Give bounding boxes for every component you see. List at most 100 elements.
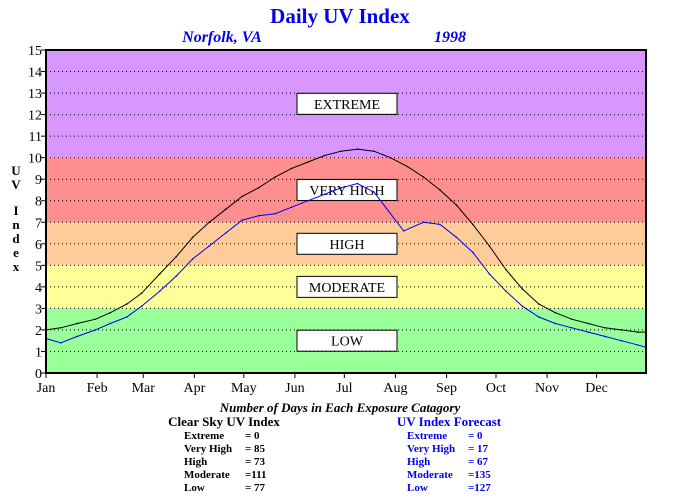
x-tick-label: Nov bbox=[535, 381, 559, 396]
clear-sky-row-value: = 85 bbox=[245, 443, 266, 455]
series-line-clear-sky bbox=[45, 148, 646, 333]
data-point bbox=[125, 303, 128, 305]
data-point bbox=[140, 305, 143, 308]
data-point bbox=[603, 335, 606, 338]
band-label-low: LOW bbox=[296, 329, 398, 352]
data-point bbox=[274, 176, 276, 178]
data-point bbox=[290, 206, 293, 208]
x-tick-label: Dec bbox=[585, 381, 608, 396]
data-point bbox=[389, 156, 392, 159]
data-point bbox=[587, 322, 590, 325]
data-point bbox=[439, 223, 441, 226]
data-point bbox=[472, 251, 474, 254]
band-label-box bbox=[296, 232, 398, 255]
band-label-box bbox=[296, 329, 398, 352]
y-tick-label: 11 bbox=[29, 130, 42, 145]
band-label-box bbox=[296, 92, 398, 115]
chart-title: Daily UV Index bbox=[270, 4, 410, 28]
band-label-very-high: VERY HIGH bbox=[296, 178, 398, 201]
band-label-text: LOW bbox=[331, 335, 364, 350]
data-point bbox=[241, 195, 243, 198]
data-point bbox=[373, 150, 375, 153]
y-tick-label: 15 bbox=[28, 44, 42, 59]
y-tick-label: 4 bbox=[35, 281, 42, 296]
data-point bbox=[356, 182, 359, 185]
clear-sky-row-label: Very High bbox=[184, 443, 232, 455]
data-point bbox=[455, 236, 458, 239]
data-point bbox=[422, 176, 425, 178]
clear-sky-row-value: = 0 bbox=[245, 430, 260, 442]
data-point bbox=[488, 273, 491, 275]
data-point bbox=[402, 230, 405, 232]
data-point bbox=[439, 189, 441, 191]
data-point bbox=[208, 221, 210, 224]
data-point bbox=[356, 148, 359, 150]
clear-sky-title: Clear Sky UV Index bbox=[168, 414, 280, 429]
data-point bbox=[76, 322, 79, 325]
data-point bbox=[175, 275, 178, 277]
band-label-text: MODERATE bbox=[309, 281, 385, 296]
data-point bbox=[554, 311, 557, 314]
data-point bbox=[505, 268, 507, 271]
y-tick-label: 10 bbox=[28, 152, 42, 167]
forecast-counts: Extreme = 0 Very High = 17 High = 67 Moderate =… bbox=[407, 430, 491, 494]
y-tick-label: 3 bbox=[35, 302, 42, 317]
forecast-row-value: = 67 bbox=[468, 456, 489, 468]
clear-sky-row-label: Extreme bbox=[184, 430, 224, 442]
x-tick-label: Feb bbox=[87, 381, 108, 396]
y-tick-label: 12 bbox=[28, 109, 42, 124]
data-point bbox=[76, 335, 79, 338]
summary-heading: Number of Days in Each Exposure Catagory bbox=[219, 400, 461, 415]
data-point bbox=[224, 208, 227, 211]
data-point bbox=[373, 191, 375, 193]
data-point bbox=[140, 292, 143, 295]
data-point bbox=[571, 326, 573, 329]
data-point bbox=[538, 303, 540, 305]
clear-sky-row-label: Moderate bbox=[184, 469, 230, 481]
x-tick-label: May bbox=[231, 381, 257, 396]
y-tick-label: 1 bbox=[35, 345, 42, 360]
clear-sky-counts: Extreme = 0 Very High = 85 High = 73 Moderate =… bbox=[184, 430, 267, 494]
data-point bbox=[60, 342, 62, 344]
data-point bbox=[636, 331, 639, 333]
data-point bbox=[158, 273, 161, 275]
data-point bbox=[191, 258, 194, 260]
data-point bbox=[323, 193, 326, 196]
data-point bbox=[472, 223, 474, 226]
clear-sky-row-label: Low bbox=[184, 482, 205, 494]
band-label-box bbox=[296, 275, 398, 298]
band-label-text: HIGH bbox=[330, 238, 365, 253]
data-point bbox=[620, 339, 623, 342]
x-tick-label: Jan bbox=[37, 381, 56, 396]
x-tick-label: Mar bbox=[132, 381, 156, 396]
forecast-row-label: Low bbox=[407, 482, 428, 494]
y-tick-label: 5 bbox=[35, 259, 42, 274]
forecast-row-label: Extreme bbox=[407, 430, 447, 442]
data-point bbox=[603, 326, 606, 329]
forecast-row-value: =127 bbox=[468, 482, 491, 494]
data-point bbox=[158, 290, 161, 292]
forecast-row-value: = 17 bbox=[468, 443, 489, 455]
x-tick-label: Aug bbox=[383, 381, 407, 396]
data-point bbox=[554, 322, 557, 325]
data-point bbox=[323, 154, 326, 157]
data-point bbox=[571, 318, 573, 320]
data-point bbox=[191, 236, 194, 239]
data-point bbox=[620, 329, 623, 331]
data-point bbox=[125, 316, 128, 318]
y-tick-label: 7 bbox=[35, 216, 42, 231]
y-tick-label: 0 bbox=[35, 367, 42, 382]
x-tick-label: Sep bbox=[436, 381, 457, 396]
clear-sky-row-value: = 77 bbox=[245, 482, 266, 494]
data-point bbox=[340, 187, 342, 189]
year-label: 1998 bbox=[434, 29, 466, 46]
x-tick-label: Jun bbox=[285, 381, 304, 396]
forecast-title: UV Index Forecast bbox=[397, 414, 502, 429]
y-tick-label: 8 bbox=[35, 195, 42, 210]
forecast-row-label: High bbox=[407, 456, 430, 468]
data-point bbox=[340, 150, 342, 153]
data-point bbox=[175, 255, 178, 258]
forecast-row-value: = 0 bbox=[468, 430, 483, 442]
